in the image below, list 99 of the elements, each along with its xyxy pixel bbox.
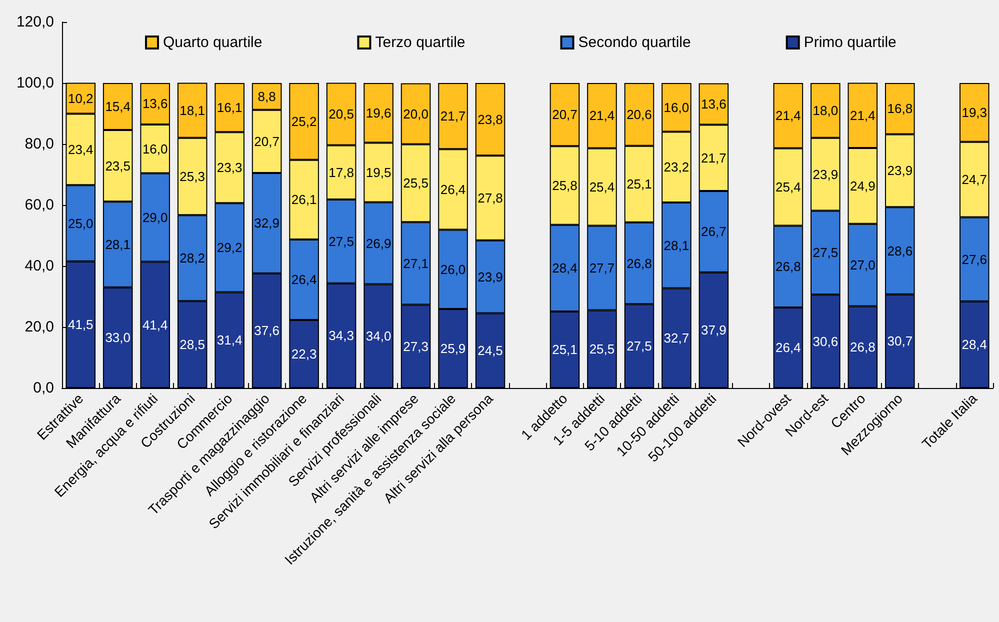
data-label: 30,6 xyxy=(812,334,838,349)
data-label: 20,6 xyxy=(626,106,652,122)
data-label: 25,5 xyxy=(589,342,615,357)
data-label: 19,3 xyxy=(962,104,988,120)
data-label: 28,6 xyxy=(887,243,913,258)
data-label: 41,4 xyxy=(142,317,168,332)
data-label: 21,4 xyxy=(776,108,801,124)
data-label: 16,1 xyxy=(216,100,242,116)
y-tick-label: 80,0 xyxy=(24,136,54,152)
data-label: 28,4 xyxy=(962,337,988,352)
data-label: 37,6 xyxy=(254,323,280,338)
data-label: 21,4 xyxy=(850,108,876,123)
data-label: 28,1 xyxy=(664,238,690,253)
data-label: 31,4 xyxy=(216,332,242,348)
data-label: 32,7 xyxy=(664,330,690,346)
data-label: 26,4 xyxy=(291,272,317,288)
data-label: 26,8 xyxy=(776,259,801,274)
data-label: 13,6 xyxy=(142,96,168,112)
data-label: 34,3 xyxy=(328,328,354,344)
data-label: 24,5 xyxy=(478,343,503,358)
data-label: 17,8 xyxy=(328,164,354,180)
y-tick-label: 0,0 xyxy=(33,380,54,396)
data-label: 18,0 xyxy=(812,102,838,118)
legend-label: Primo quartile xyxy=(804,34,896,51)
data-label: 26,9 xyxy=(366,236,392,251)
data-label: 25,9 xyxy=(440,341,466,356)
y-tick-label: 20,0 xyxy=(24,318,54,336)
data-label: 30,7 xyxy=(887,334,913,349)
data-label: 16,0 xyxy=(664,100,690,115)
data-label: 8,8 xyxy=(258,88,276,104)
legend-label: Secondo quartile xyxy=(578,34,691,51)
data-label: 26,4 xyxy=(776,340,801,356)
data-label: 25,3 xyxy=(180,168,205,184)
data-label: 25,0 xyxy=(68,216,94,231)
data-label: 26,4 xyxy=(440,182,466,197)
data-label: 26,8 xyxy=(626,256,652,271)
data-label: 20,0 xyxy=(403,106,428,122)
y-tick-label: 60,0 xyxy=(24,196,54,214)
data-label: 10,2 xyxy=(68,90,94,106)
data-label: 19,5 xyxy=(366,165,392,180)
data-label: 25,1 xyxy=(552,342,578,358)
legend-label: Quarto quartile xyxy=(163,34,262,51)
data-label: 41,5 xyxy=(68,317,94,332)
data-label: 22,3 xyxy=(291,346,317,362)
data-label: 25,1 xyxy=(626,176,652,192)
data-label: 34,0 xyxy=(366,328,392,344)
legend-label: Terzo quartile xyxy=(375,34,466,51)
data-label: 15,4 xyxy=(105,98,131,114)
data-label: 20,5 xyxy=(328,106,354,122)
data-label: 23,4 xyxy=(68,142,94,157)
data-label: 27,6 xyxy=(962,252,988,267)
data-label: 28,1 xyxy=(105,236,131,252)
data-label: 28,5 xyxy=(180,337,205,352)
data-label: 25,8 xyxy=(552,178,578,193)
data-label: 20,7 xyxy=(552,107,578,122)
data-label: 24,7 xyxy=(962,172,988,188)
data-label: 29,2 xyxy=(216,240,242,256)
data-label: 24,9 xyxy=(850,178,876,194)
data-label: 23,9 xyxy=(887,163,913,178)
data-label: 25,4 xyxy=(589,180,615,195)
data-label: 21,7 xyxy=(440,108,466,124)
data-label: 27,3 xyxy=(403,338,428,354)
data-label: 27,7 xyxy=(589,260,615,276)
data-label: 21,4 xyxy=(589,108,615,124)
data-label: 16,8 xyxy=(887,101,913,116)
data-label: 27,5 xyxy=(328,234,354,249)
data-label: 26,0 xyxy=(440,262,466,277)
y-tick-label: 40,0 xyxy=(24,258,54,274)
data-label: 26,1 xyxy=(291,192,317,208)
data-label: 25,2 xyxy=(291,114,317,129)
data-label: 21,7 xyxy=(701,150,726,166)
data-label: 23,5 xyxy=(105,158,131,174)
data-label: 27,5 xyxy=(812,245,838,260)
data-label: 27,8 xyxy=(478,190,503,206)
data-label: 23,3 xyxy=(216,160,242,176)
data-label: 23,8 xyxy=(478,112,503,127)
data-label: 37,9 xyxy=(701,322,726,338)
y-tick-label: 120,0 xyxy=(16,14,54,30)
data-label: 26,8 xyxy=(850,340,876,355)
data-label: 25,4 xyxy=(776,180,801,195)
data-label: 26,7 xyxy=(701,224,726,240)
data-label: 19,6 xyxy=(366,105,392,120)
data-label: 16,0 xyxy=(142,141,168,156)
data-label: 23,9 xyxy=(812,166,838,182)
data-label: 28,4 xyxy=(552,260,578,276)
data-label: 20,7 xyxy=(254,134,280,149)
y-tick-label: 100,0 xyxy=(16,74,54,92)
data-label: 33,0 xyxy=(105,330,131,346)
data-label: 23,9 xyxy=(478,269,503,284)
data-label: 27,5 xyxy=(626,338,652,354)
data-label: 27,0 xyxy=(850,258,876,273)
data-label: 25,5 xyxy=(403,176,428,191)
data-label: 29,0 xyxy=(142,210,168,226)
data-label: 13,6 xyxy=(701,96,726,112)
data-label: 23,2 xyxy=(664,160,690,175)
data-label: 32,9 xyxy=(254,216,280,231)
data-label: 18,1 xyxy=(180,102,205,118)
data-label: 28,2 xyxy=(180,250,205,266)
data-label: 27,1 xyxy=(403,256,428,271)
